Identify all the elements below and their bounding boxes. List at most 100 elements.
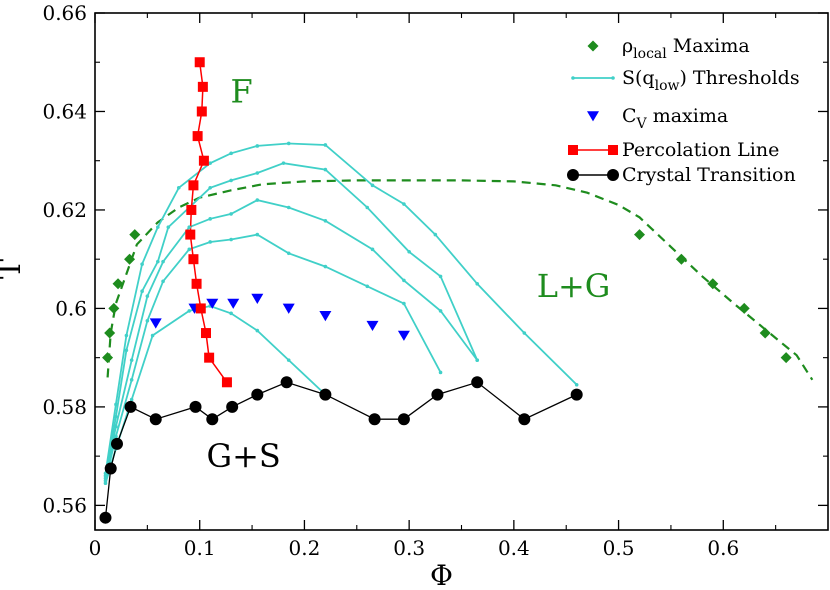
- sq-threshold-point-1-3: [124, 333, 129, 338]
- sq-threshold-point-1-16: [522, 331, 527, 335]
- region-labels: F L+G G+S: [207, 73, 611, 475]
- legend-marker-right-sq_thresholds: [611, 76, 615, 80]
- y-tick-label-5: 0.64: [42, 99, 87, 123]
- cv-maxima-point-9: [397, 330, 410, 341]
- sq-threshold-point-2-5: [156, 259, 160, 264]
- sq-threshold-point-5-8: [255, 328, 260, 333]
- sq-threshold-point-3-12: [370, 247, 375, 252]
- sq-threshold-point-1-10: [286, 141, 291, 146]
- sq-threshold-curve-2: [104, 162, 479, 476]
- sq-threshold-point-4-8: [229, 237, 233, 242]
- crystal-point-17: [570, 388, 583, 401]
- crystal-point-14: [431, 388, 444, 401]
- sq-threshold-curve-4: [104, 233, 442, 482]
- sq-threshold-point-2-3: [124, 348, 129, 353]
- legend-label-rho_local: ρlocal Maxima: [622, 35, 750, 62]
- crystal-transition-line: [104, 381, 577, 518]
- y-axis-label: T: [0, 259, 28, 279]
- legend-marker-left-sq_thresholds: [571, 76, 575, 80]
- percolation-point-3: [196, 106, 207, 117]
- sq-threshold-point-1-12: [370, 183, 375, 188]
- sq-threshold-point-5-1: [103, 481, 108, 486]
- legend-label-main: C: [622, 105, 637, 127]
- percolation-point-12: [200, 328, 211, 339]
- x-tick-label-7: 0.6: [707, 536, 739, 560]
- crystal-point-5: [149, 413, 162, 426]
- y-tick-label-6: 0.66: [42, 1, 87, 25]
- y-tick-label-1: 0.56: [42, 493, 87, 517]
- rho-local-point-6: [129, 229, 141, 241]
- sq-threshold-point-2-1: [103, 474, 108, 478]
- y-tick-label-4: 0.62: [42, 198, 87, 222]
- legend-marker-cv_maxima: [587, 111, 599, 122]
- crystal-point-3: [110, 437, 123, 450]
- region-label-2: L+G: [537, 267, 611, 305]
- sq-threshold-point-3-3: [129, 358, 134, 362]
- cv-maxima-point-4: [227, 298, 240, 309]
- sq-threshold-point-3-9: [255, 198, 260, 202]
- sq-threshold-point-3-7: [208, 217, 212, 221]
- rho-local-point-4: [112, 278, 124, 290]
- percolation-point-14: [221, 377, 232, 388]
- sq-threshold-point-4-7: [208, 240, 212, 244]
- legend-label-rest: maxima: [647, 105, 729, 127]
- sq-threshold-point-5-4: [150, 333, 155, 338]
- sq-threshold-point-2-4: [140, 289, 144, 293]
- crystal-point-2: [104, 462, 117, 475]
- sq-threshold-point-1-17: [574, 382, 579, 387]
- legend-label-percolation: Percolation Line: [622, 139, 779, 161]
- sq-threshold-point-3-15: [475, 358, 480, 362]
- percolation-point-9: [188, 254, 199, 265]
- sq-threshold-point-4-1: [103, 478, 108, 483]
- x-tick-label-5: 0.4: [498, 536, 530, 560]
- rho-local-point-11: [759, 327, 771, 339]
- sq-threshold-point-4-11: [323, 264, 328, 269]
- rho-local-point-1: [102, 352, 114, 364]
- sq-threshold-point-4-2: [114, 434, 118, 439]
- cv-maxima-point-7: [319, 311, 332, 322]
- sq-threshold-point-4-4: [145, 318, 150, 323]
- sq-threshold-point-4-10: [286, 251, 291, 256]
- x-tick-label-4: 0.3: [393, 536, 425, 560]
- legend-label-main: S(q: [622, 67, 655, 89]
- percolation-point-2: [197, 81, 208, 92]
- legend-label-main: ρ: [622, 35, 633, 57]
- crystal-point-12: [368, 413, 381, 426]
- sq-threshold-point-2-15: [438, 274, 443, 279]
- sq-threshold-point-3-6: [187, 225, 192, 229]
- sq-threshold-point-1-13: [402, 202, 406, 206]
- legend-marker-left-crystal: [567, 169, 579, 181]
- sq-threshold-point-3-13: [402, 278, 406, 283]
- rho-local-point-2: [104, 327, 116, 339]
- cv-maxima-point-8: [366, 320, 379, 332]
- sq-threshold-point-4-6: [187, 247, 192, 252]
- sq-threshold-point-1-8: [229, 151, 233, 156]
- crystal-point-7: [206, 413, 219, 426]
- sq-threshold-point-1-5: [156, 225, 160, 229]
- rho-local-point-3: [108, 302, 120, 314]
- legend-label-rest: ) Thresholds: [679, 67, 799, 89]
- cv-maxima-point-3: [206, 298, 219, 309]
- crystal-point-1: [99, 511, 112, 524]
- sq-threshold-point-1-15: [475, 282, 480, 286]
- sq-threshold-point-5-9: [286, 358, 291, 362]
- sq-threshold-point-2-9: [229, 178, 233, 183]
- x-tick-label-2: 0.1: [184, 536, 216, 560]
- x-axis-label: Φ: [430, 559, 453, 590]
- sq-threshold-point-3-8: [229, 212, 233, 216]
- crystal-point-9: [251, 388, 264, 401]
- sq-threshold-point-3-5: [161, 259, 165, 264]
- legend-label-subscript: V: [636, 116, 648, 132]
- crystal-point-16: [518, 413, 531, 426]
- percolation-point-8: [185, 229, 196, 240]
- markers-layer: [99, 57, 792, 524]
- sq-threshold-point-2-10: [255, 171, 260, 175]
- sq-threshold-curve-3: [104, 199, 478, 479]
- legend-label-main: Crystal Transition: [622, 164, 796, 186]
- legend: ρlocal Maxima S(qlow) Thresholds CV maxima…: [567, 35, 800, 186]
- sq-threshold-point-1-2: [114, 402, 118, 407]
- legend-label-crystal: Crystal Transition: [622, 164, 796, 186]
- sq-threshold-point-4-14: [438, 370, 443, 375]
